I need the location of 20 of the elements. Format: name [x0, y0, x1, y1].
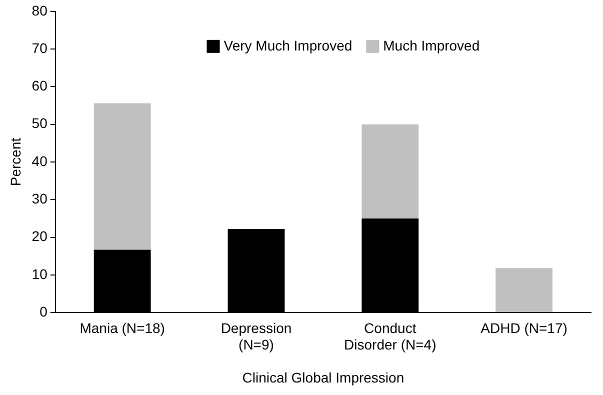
bar — [362, 124, 419, 218]
y-tick-label: 20 — [32, 228, 48, 244]
y-tick-label: 80 — [32, 2, 48, 18]
bar — [94, 103, 151, 250]
x-tick-label: Conduct Disorder (N=4) — [344, 320, 436, 353]
x-tick-label: ADHD (N=17) — [480, 320, 568, 336]
y-tick-label: 50 — [32, 115, 48, 132]
x-tick-label: Depression (N=9) — [220, 320, 292, 353]
legend-label: Much Improved — [383, 37, 480, 54]
y-tick-label: 60 — [32, 78, 48, 94]
legend-label: Very Much Improved — [224, 37, 352, 54]
y-tick-label: 70 — [32, 40, 48, 56]
y-axis-title: Percent — [7, 138, 24, 186]
y-tick-label: 0 — [40, 303, 48, 320]
x-axis-title: Clinical Global Impression — [242, 369, 404, 386]
bar — [496, 268, 552, 312]
y-tick-label: 10 — [32, 266, 48, 282]
x-tick-label: Mania (N=18) — [80, 320, 165, 336]
y-tick-label: 30 — [32, 190, 48, 207]
y-tick-label: 40 — [32, 152, 48, 169]
